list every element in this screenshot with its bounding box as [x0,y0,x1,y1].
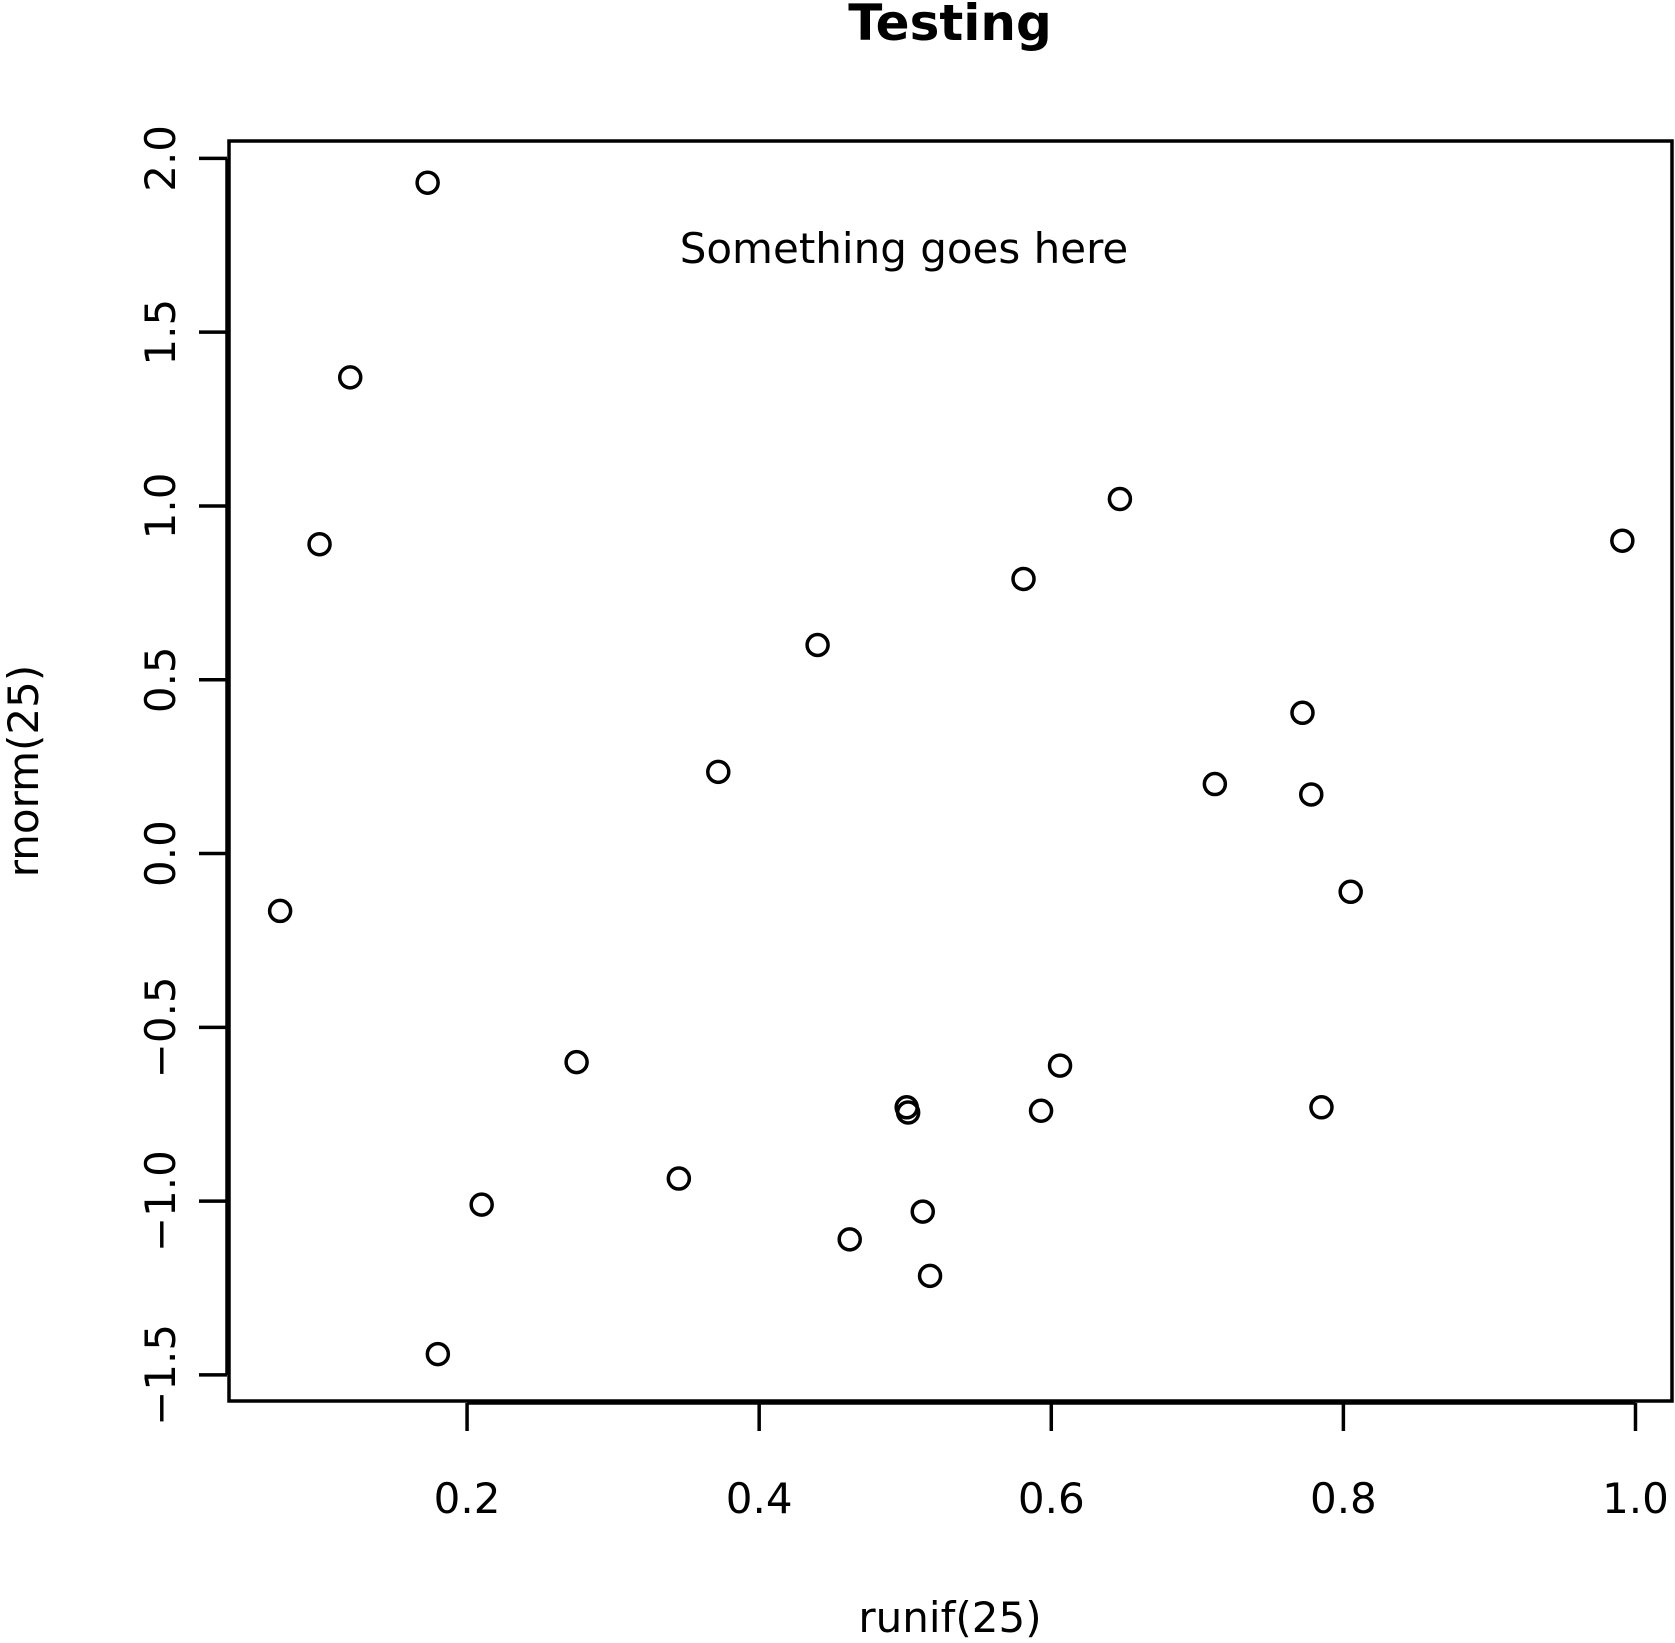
x-tick-label: 0.2 [434,1474,501,1523]
data-point [425,1341,451,1367]
y-tick-label: −1.0 [136,1150,185,1252]
data-point [706,759,731,785]
data-point [895,1100,921,1125]
x-tick-label: 0.8 [1310,1474,1377,1523]
data-point [805,632,830,658]
x-tick-label: 0.6 [1018,1474,1085,1523]
data-point [564,1049,589,1075]
plot-annotation: Something goes here [680,224,1129,273]
y-tick-label: 0.5 [136,646,185,713]
data-point [1290,700,1315,726]
y-tick-label: 1.5 [136,299,185,366]
y-tick-label: −1.5 [136,1324,185,1426]
data-point [1338,879,1363,905]
y-tick-label: 1.0 [136,473,185,540]
chart-title: Testing [848,0,1052,52]
data-point [337,365,363,390]
y-axis: −1.5 −1.0 −0.5 0.0 0.5 1.0 1.5 2.0 [136,125,229,1426]
data-point [1107,486,1133,512]
data-point [910,1199,935,1224]
data-point [1202,771,1228,797]
data-point [837,1227,862,1252]
data-point [1011,566,1036,592]
x-tick-label: 1.0 [1602,1474,1669,1523]
x-tick-label: 0.4 [726,1474,793,1523]
data-point [1610,528,1635,553]
y-axis-label: rnorm(25) [0,665,48,878]
y-tick-label: 0.0 [136,820,185,887]
y-tick-label: −0.5 [136,976,185,1078]
data-point [469,1192,494,1217]
data-point [917,1263,943,1289]
plot-frame [227,139,1674,1403]
data-points [267,170,1635,1367]
x-axis: 0.2 0.4 0.6 0.8 1.0 [434,1401,1669,1523]
data-point [1047,1053,1073,1078]
data-point [666,1166,692,1191]
y-tick-label: 2.0 [136,125,185,192]
data-point [1028,1098,1054,1124]
data-point [1299,782,1324,807]
data-point [307,531,332,557]
x-axis-label: runif(25) [858,1593,1041,1642]
data-point [1309,1095,1334,1120]
data-point [415,170,440,195]
data-point [267,898,293,924]
